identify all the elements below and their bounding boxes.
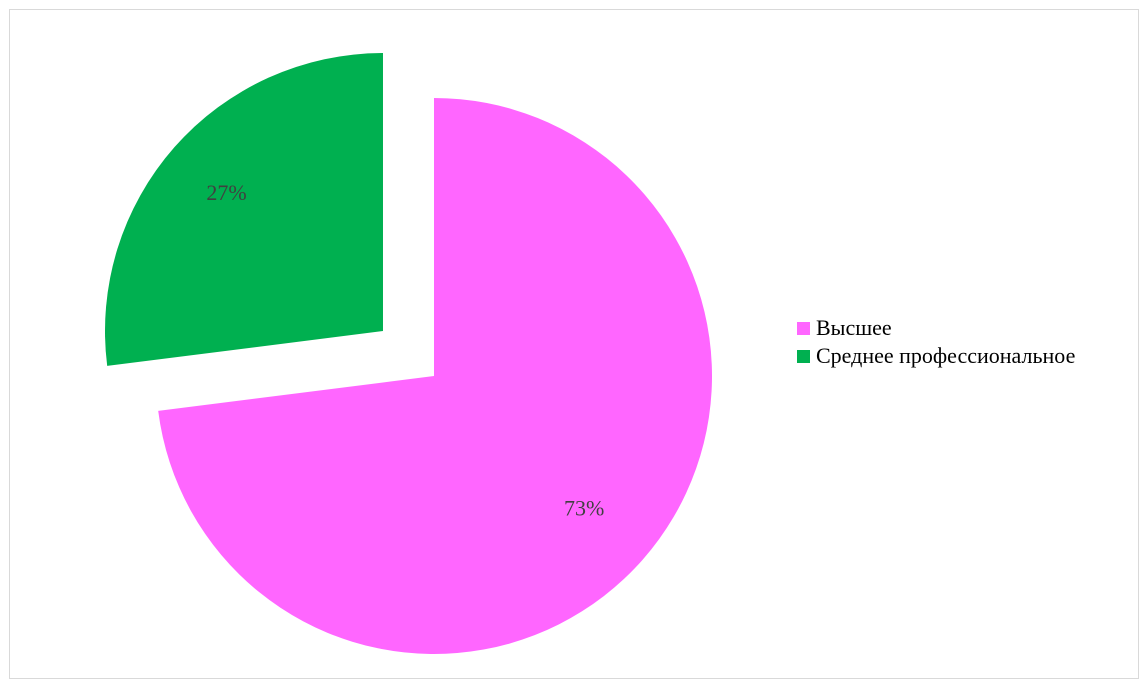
data-label-vysshee: 73%: [564, 495, 604, 520]
legend: Высшее Среднее профессиональное: [797, 314, 1075, 370]
pie-slice-srednee-professionalnoe: [104, 53, 383, 366]
legend-item-srednee-professionalnoe: Среднее профессиональное: [797, 342, 1075, 370]
legend-label-vysshee: Высшее: [816, 315, 892, 340]
pie-slice-vysshee: [158, 98, 713, 654]
legend-swatch-srednee-professionalnoe: [797, 349, 810, 363]
legend-label-srednee-professionalnoe: Среднее профессиональное: [816, 343, 1076, 368]
data-label-srednee-professionalnoe: 27%: [206, 180, 246, 205]
legend-swatch-vysshee: [797, 321, 810, 335]
legend-item-vysshee: Высшее: [797, 314, 1075, 342]
